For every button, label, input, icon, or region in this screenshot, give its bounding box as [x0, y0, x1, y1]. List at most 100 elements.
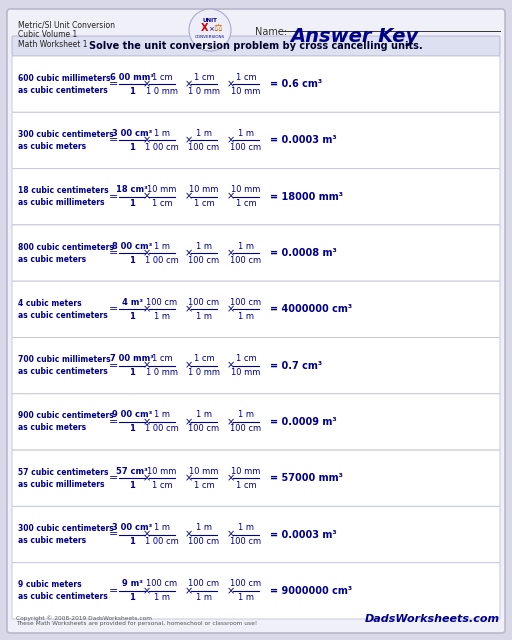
- Text: X: X: [201, 23, 209, 33]
- Text: = 4000000 cm³: = 4000000 cm³: [270, 305, 352, 314]
- Text: 1 m: 1 m: [196, 410, 212, 419]
- Text: =: =: [109, 192, 118, 202]
- Text: ×: ×: [185, 417, 193, 427]
- Text: Name:: Name:: [255, 27, 287, 37]
- Text: as cubic centimeters: as cubic centimeters: [18, 367, 108, 376]
- FancyBboxPatch shape: [12, 506, 500, 563]
- Text: ×: ×: [143, 305, 151, 314]
- Text: 1: 1: [129, 537, 135, 546]
- Text: ×: ×: [185, 79, 193, 89]
- Text: 1 0 mm: 1 0 mm: [188, 368, 220, 377]
- Text: 800 cubic centimeters: 800 cubic centimeters: [18, 243, 114, 252]
- Text: =: =: [109, 136, 118, 145]
- Text: 1 cm: 1 cm: [194, 73, 215, 82]
- Text: 100 cm: 100 cm: [230, 579, 262, 588]
- Text: ×: ×: [143, 136, 151, 145]
- Text: 1: 1: [129, 312, 135, 321]
- Text: Solve the unit conversion problem by cross cancelling units.: Solve the unit conversion problem by cro…: [89, 41, 423, 51]
- Text: These Math Worksheets are provided for personal, homeschool or classroom use!: These Math Worksheets are provided for p…: [16, 621, 257, 626]
- Text: 4 m³: 4 m³: [121, 298, 142, 307]
- Text: as cubic meters: as cubic meters: [18, 255, 86, 264]
- Text: =: =: [109, 361, 118, 371]
- Text: 1: 1: [129, 255, 135, 264]
- Text: =: =: [109, 473, 118, 483]
- Text: ×: ×: [227, 305, 235, 314]
- Text: 7 00 mm³: 7 00 mm³: [110, 354, 154, 363]
- Text: 10 mm: 10 mm: [147, 467, 177, 476]
- Text: ×: ×: [185, 586, 193, 596]
- Text: 1: 1: [129, 481, 135, 490]
- Text: 9 00 cm³: 9 00 cm³: [112, 410, 152, 419]
- Text: = 9000000 cm³: = 9000000 cm³: [270, 586, 352, 596]
- Text: 1 m: 1 m: [154, 523, 170, 532]
- Text: ×: ×: [227, 361, 235, 371]
- Text: ×: ×: [143, 361, 151, 371]
- Text: 1 m: 1 m: [238, 593, 254, 602]
- Text: 1 cm: 1 cm: [236, 199, 257, 208]
- Text: 18 cubic centimeters: 18 cubic centimeters: [18, 186, 109, 195]
- Text: 10 mm: 10 mm: [231, 368, 261, 377]
- Text: 1 00 cm: 1 00 cm: [145, 143, 179, 152]
- Text: = 18000 mm³: = 18000 mm³: [270, 192, 343, 202]
- Text: 1 00 cm: 1 00 cm: [145, 537, 179, 546]
- Text: 1 m: 1 m: [196, 241, 212, 250]
- Text: 1 m: 1 m: [196, 129, 212, 138]
- FancyBboxPatch shape: [12, 450, 500, 506]
- Text: 57 cm³: 57 cm³: [116, 467, 148, 476]
- Text: ×: ×: [227, 136, 235, 145]
- Text: 1: 1: [129, 368, 135, 377]
- Text: as cubic centimeters: as cubic centimeters: [18, 311, 108, 320]
- Text: ×: ×: [143, 79, 151, 89]
- Text: 1 cm: 1 cm: [152, 199, 173, 208]
- Text: 1 0 mm: 1 0 mm: [188, 86, 220, 95]
- FancyBboxPatch shape: [12, 563, 500, 619]
- Text: as cubic millimeters: as cubic millimeters: [18, 198, 104, 207]
- Text: 1 00 cm: 1 00 cm: [145, 255, 179, 264]
- Text: ×: ×: [185, 305, 193, 314]
- Text: ×: ×: [227, 473, 235, 483]
- Text: 10 mm: 10 mm: [189, 467, 219, 476]
- Text: UNIT: UNIT: [203, 17, 218, 22]
- Text: 1 m: 1 m: [238, 129, 254, 138]
- Text: 1 cm: 1 cm: [236, 73, 257, 82]
- Text: 100 cm: 100 cm: [188, 424, 220, 433]
- Text: 100 cm: 100 cm: [146, 298, 178, 307]
- Text: 1 cm: 1 cm: [236, 481, 257, 490]
- Text: 100 cm: 100 cm: [230, 255, 262, 264]
- Text: = 0.0008 m³: = 0.0008 m³: [270, 248, 337, 258]
- Text: 1 0 mm: 1 0 mm: [146, 86, 178, 95]
- Text: 100 cm: 100 cm: [188, 255, 220, 264]
- Text: CONVERSIONS: CONVERSIONS: [195, 35, 225, 39]
- Text: ×: ×: [227, 248, 235, 258]
- Text: ×: ×: [143, 192, 151, 202]
- Text: ×: ×: [143, 248, 151, 258]
- Text: ×: ×: [227, 417, 235, 427]
- Text: 1: 1: [129, 593, 135, 602]
- Text: 1 m: 1 m: [154, 129, 170, 138]
- FancyBboxPatch shape: [12, 281, 500, 337]
- Text: 900 cubic centimeters: 900 cubic centimeters: [18, 412, 114, 420]
- Text: 1 m: 1 m: [154, 593, 170, 602]
- Text: DadsWorksheets.com: DadsWorksheets.com: [365, 614, 500, 624]
- Text: ⨯: ⨯: [208, 25, 214, 31]
- Text: Answer Key: Answer Key: [290, 27, 418, 46]
- Text: 700 cubic millimeters: 700 cubic millimeters: [18, 355, 111, 364]
- Text: as cubic meters: as cubic meters: [18, 536, 86, 545]
- Text: 4 cubic meters: 4 cubic meters: [18, 299, 81, 308]
- Text: ×: ×: [185, 529, 193, 540]
- FancyBboxPatch shape: [12, 168, 500, 225]
- Text: =: =: [109, 417, 118, 427]
- Text: 3 00 cm³: 3 00 cm³: [112, 129, 152, 138]
- Text: as cubic millimeters: as cubic millimeters: [18, 480, 104, 489]
- Text: 100 cm: 100 cm: [146, 579, 178, 588]
- Text: 1 m: 1 m: [196, 593, 212, 602]
- Text: 1 m: 1 m: [238, 241, 254, 250]
- Text: ⚖: ⚖: [214, 23, 222, 33]
- Text: 1 m: 1 m: [196, 523, 212, 532]
- Text: 1 m: 1 m: [196, 312, 212, 321]
- Text: as cubic centimeters: as cubic centimeters: [18, 593, 108, 602]
- Text: ×: ×: [143, 417, 151, 427]
- Text: 1 m: 1 m: [238, 312, 254, 321]
- Text: 57 cubic centimeters: 57 cubic centimeters: [18, 468, 109, 477]
- FancyBboxPatch shape: [12, 225, 500, 281]
